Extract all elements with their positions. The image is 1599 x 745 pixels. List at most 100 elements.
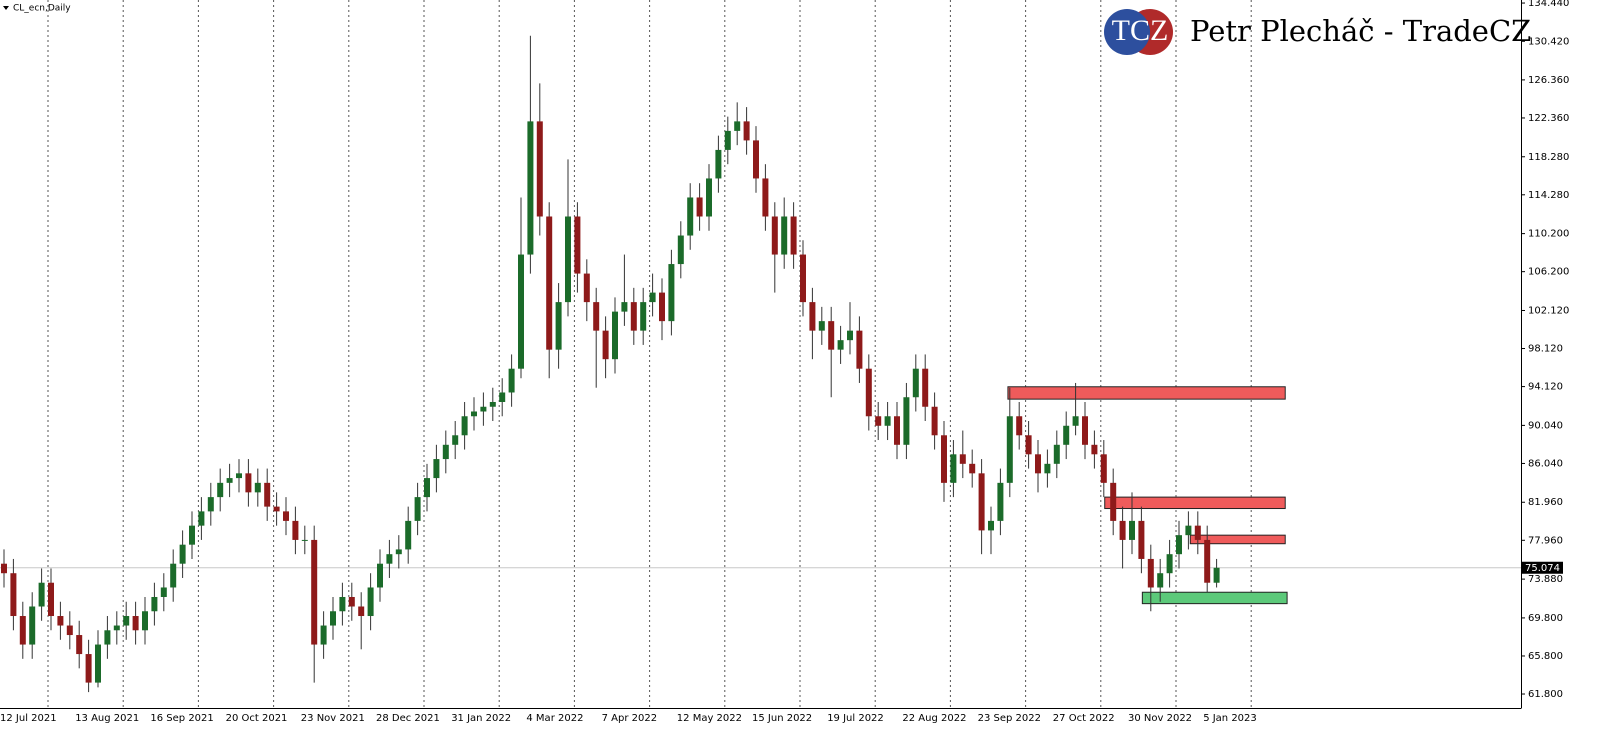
candle-body	[1213, 567, 1220, 583]
candle-body	[85, 654, 92, 683]
candle-body	[292, 520, 299, 540]
candle-body	[348, 596, 355, 607]
candle-body	[499, 392, 506, 402]
candle-body	[19, 616, 26, 645]
price-zone	[1007, 386, 1286, 400]
candle-body	[461, 416, 468, 436]
candle-body	[264, 482, 271, 507]
price-zone	[1104, 496, 1286, 510]
x-tick-label: 15 Jun 2022	[752, 713, 812, 724]
symbol-title: CL_ecn,Daily	[13, 4, 71, 14]
x-tick-label: 20 Oct 2021	[226, 713, 288, 724]
candle-body	[630, 302, 637, 331]
candle-body	[593, 302, 600, 331]
candle-body	[612, 311, 618, 360]
candle-body	[95, 644, 101, 683]
candle-body	[781, 216, 788, 255]
candle-body	[123, 616, 130, 626]
candle-body	[236, 473, 242, 479]
candle-body	[283, 511, 289, 521]
menu-arrow[interactable]	[3, 6, 9, 10]
candle-body	[696, 197, 703, 217]
candle-body	[875, 416, 882, 426]
candle-body	[649, 292, 656, 303]
candle-body	[1138, 520, 1145, 559]
candle-body	[386, 554, 393, 564]
candle-body	[151, 596, 158, 612]
candle-body	[790, 216, 797, 255]
candle-body	[38, 582, 45, 607]
candle-body	[941, 435, 947, 483]
candle-body	[1204, 539, 1211, 583]
x-tick-label: 23 Nov 2021	[301, 713, 365, 724]
candle-body	[1035, 454, 1041, 474]
y-tick-label: 114.280	[1528, 190, 1569, 201]
candle-body	[480, 406, 487, 412]
x-tick-label: 7 Apr 2022	[602, 713, 657, 724]
candle-body	[433, 459, 440, 479]
candle-body	[471, 411, 477, 417]
y-tick-label: 69.800	[1528, 613, 1563, 624]
price-zone	[1141, 591, 1288, 605]
candle-body	[198, 511, 205, 526]
x-tick-label: 27 Oct 2022	[1053, 713, 1115, 724]
y-tick-label: 102.120	[1528, 305, 1569, 316]
candle-body	[715, 149, 722, 179]
x-tick-label: 31 Jan 2022	[451, 713, 511, 724]
candle-body	[48, 582, 54, 617]
candle-body	[414, 497, 421, 521]
candle-body	[800, 254, 806, 303]
candle-body	[687, 197, 694, 236]
candle-body	[546, 216, 553, 350]
candle-body	[1176, 535, 1182, 555]
candle-body	[865, 368, 872, 417]
candle-body	[922, 368, 929, 407]
x-tick-label: 13 Aug 2021	[75, 713, 139, 724]
x-tick-label: 4 Mar 2022	[526, 713, 583, 724]
candle-body	[1157, 573, 1164, 588]
candle-body	[1091, 444, 1098, 455]
candle-body	[442, 444, 449, 460]
y-tick-label: 134.440	[1528, 0, 1569, 9]
y-tick-label: 90.040	[1528, 420, 1563, 431]
candle-body	[828, 321, 835, 350]
candle-body	[818, 321, 825, 331]
y-tick-label: 110.200	[1528, 229, 1569, 240]
brand-name: Petr Plecháč - TradeCZ	[1190, 14, 1531, 48]
candle-body	[1110, 482, 1117, 521]
candle-body	[536, 121, 543, 217]
candle-body	[207, 497, 214, 512]
candle-body	[602, 330, 609, 360]
y-tick-label: 86.040	[1528, 458, 1563, 469]
candle-body	[668, 264, 675, 322]
candle-body	[424, 478, 430, 498]
candle-body	[1063, 425, 1070, 445]
candle-body	[1082, 416, 1088, 445]
candle-body	[659, 292, 665, 322]
candle-body	[113, 625, 120, 631]
candle-body	[978, 473, 985, 531]
candle-body	[959, 454, 966, 464]
candle-body	[912, 368, 919, 398]
candle-body	[706, 178, 712, 217]
logo: TCZ	[1104, 9, 1173, 55]
last-price-box	[1521, 561, 1563, 574]
y-tick-label: 77.960	[1528, 535, 1563, 546]
candle-body	[170, 563, 177, 588]
y-tick-label: 118.280	[1528, 152, 1569, 163]
candle-body	[273, 506, 280, 512]
candle-body	[104, 630, 111, 645]
y-tick-label: 73.880	[1528, 574, 1563, 585]
candle-body	[903, 397, 910, 445]
candle-body	[762, 178, 769, 217]
candle-body	[254, 482, 261, 493]
candle-body	[1166, 554, 1173, 574]
candle-body	[1194, 525, 1201, 540]
candle-body	[377, 563, 383, 588]
y-tick-label: 106.200	[1528, 267, 1569, 278]
candle-body	[508, 368, 515, 393]
plot: 12 Jul 2021 13 Aug 2021 16 Sep 2021 20 Oct …	[0, 0, 1569, 724]
candle-body	[330, 611, 336, 626]
candle-body	[894, 416, 900, 445]
candle-body	[132, 616, 139, 631]
